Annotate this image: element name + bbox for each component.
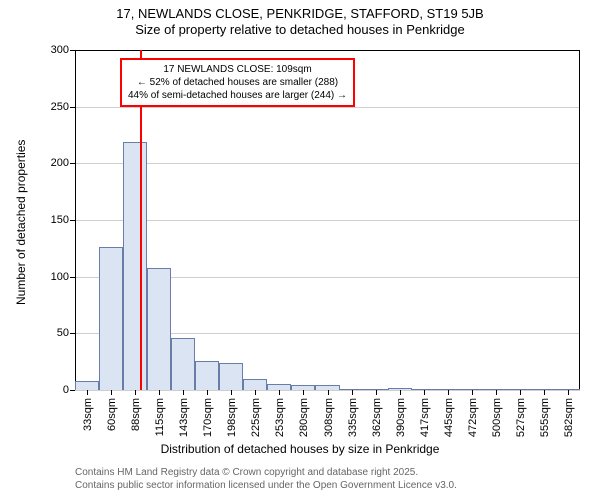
x-tick-mark	[231, 390, 232, 395]
y-axis-line-right	[579, 50, 580, 390]
x-tick-mark	[424, 390, 425, 395]
footer-attribution: Contains HM Land Registry data © Crown c…	[75, 466, 457, 492]
x-tick-mark	[520, 390, 521, 395]
x-tick-mark	[472, 390, 473, 395]
x-tick-label: 115sqm	[152, 398, 166, 436]
chart-subtitle: Size of property relative to detached ho…	[0, 22, 600, 37]
x-tick-mark	[207, 390, 208, 395]
x-tick-label: 33sqm	[80, 398, 94, 431]
x-tick-label: 308sqm	[321, 398, 335, 437]
x-tick-mark	[400, 390, 401, 395]
annotation-line-3: 44% of semi-detached houses are larger (…	[128, 89, 347, 102]
x-tick-mark	[568, 390, 569, 395]
x-tick-mark	[111, 390, 112, 395]
x-tick-mark	[448, 390, 449, 395]
x-tick-label: 88sqm	[128, 398, 142, 431]
x-tick-mark	[279, 390, 280, 395]
histogram-bar	[195, 361, 219, 390]
x-tick-label: 60sqm	[104, 398, 118, 431]
x-tick-label: 225sqm	[248, 398, 262, 437]
x-tick-label: 390sqm	[393, 398, 407, 437]
x-tick-label: 280sqm	[296, 398, 310, 437]
histogram-bar	[243, 379, 267, 390]
x-tick-mark	[544, 390, 545, 395]
y-axis-line	[75, 50, 76, 390]
gridline	[75, 220, 580, 221]
x-tick-label: 445sqm	[441, 398, 455, 437]
histogram-bar	[147, 268, 171, 390]
histogram-bar	[171, 338, 195, 390]
x-tick-mark	[87, 390, 88, 395]
gridline	[75, 163, 580, 164]
x-tick-label: 500sqm	[489, 398, 503, 437]
x-tick-mark	[352, 390, 353, 395]
chart-container: { "header": { "title": "17, NEWLANDS CLO…	[0, 0, 600, 500]
x-tick-label: 472sqm	[465, 398, 479, 437]
x-tick-mark	[303, 390, 304, 395]
x-tick-label: 198sqm	[224, 398, 238, 437]
histogram-bar	[99, 247, 123, 390]
x-tick-label: 555sqm	[537, 398, 551, 437]
histogram-bar	[219, 363, 243, 390]
x-tick-label: 335sqm	[345, 398, 359, 437]
x-tick-mark	[159, 390, 160, 395]
annotation-box: 17 NEWLANDS CLOSE: 109sqm← 52% of detach…	[120, 58, 355, 107]
x-axis-label: Distribution of detached houses by size …	[0, 442, 600, 456]
y-tick-mark	[70, 390, 75, 391]
x-tick-mark	[376, 390, 377, 395]
x-axis-line-top	[75, 50, 580, 51]
x-tick-mark	[255, 390, 256, 395]
x-tick-label: 143sqm	[176, 398, 190, 437]
footer-line-2: Contains public sector information licen…	[75, 479, 457, 492]
x-tick-label: 253sqm	[272, 398, 286, 437]
x-tick-label: 582sqm	[561, 398, 575, 437]
annotation-line-2: ← 52% of detached houses are smaller (28…	[128, 76, 347, 89]
plot-area: 05010015020025030033sqm60sqm88sqm115sqm1…	[75, 50, 580, 390]
chart-title: 17, NEWLANDS CLOSE, PENKRIDGE, STAFFORD,…	[0, 6, 600, 21]
x-tick-mark	[183, 390, 184, 395]
x-tick-label: 417sqm	[417, 398, 431, 437]
histogram-bar	[75, 381, 99, 390]
x-tick-label: 527sqm	[513, 398, 527, 437]
x-tick-mark	[328, 390, 329, 395]
y-axis-label: Number of detached properties	[14, 140, 28, 305]
annotation-line-1: 17 NEWLANDS CLOSE: 109sqm	[128, 63, 347, 76]
x-tick-mark	[135, 390, 136, 395]
x-tick-mark	[496, 390, 497, 395]
histogram-bar	[123, 142, 147, 390]
footer-line-1: Contains HM Land Registry data © Crown c…	[75, 466, 457, 479]
x-tick-label: 170sqm	[200, 398, 214, 437]
x-tick-label: 362sqm	[369, 398, 383, 437]
